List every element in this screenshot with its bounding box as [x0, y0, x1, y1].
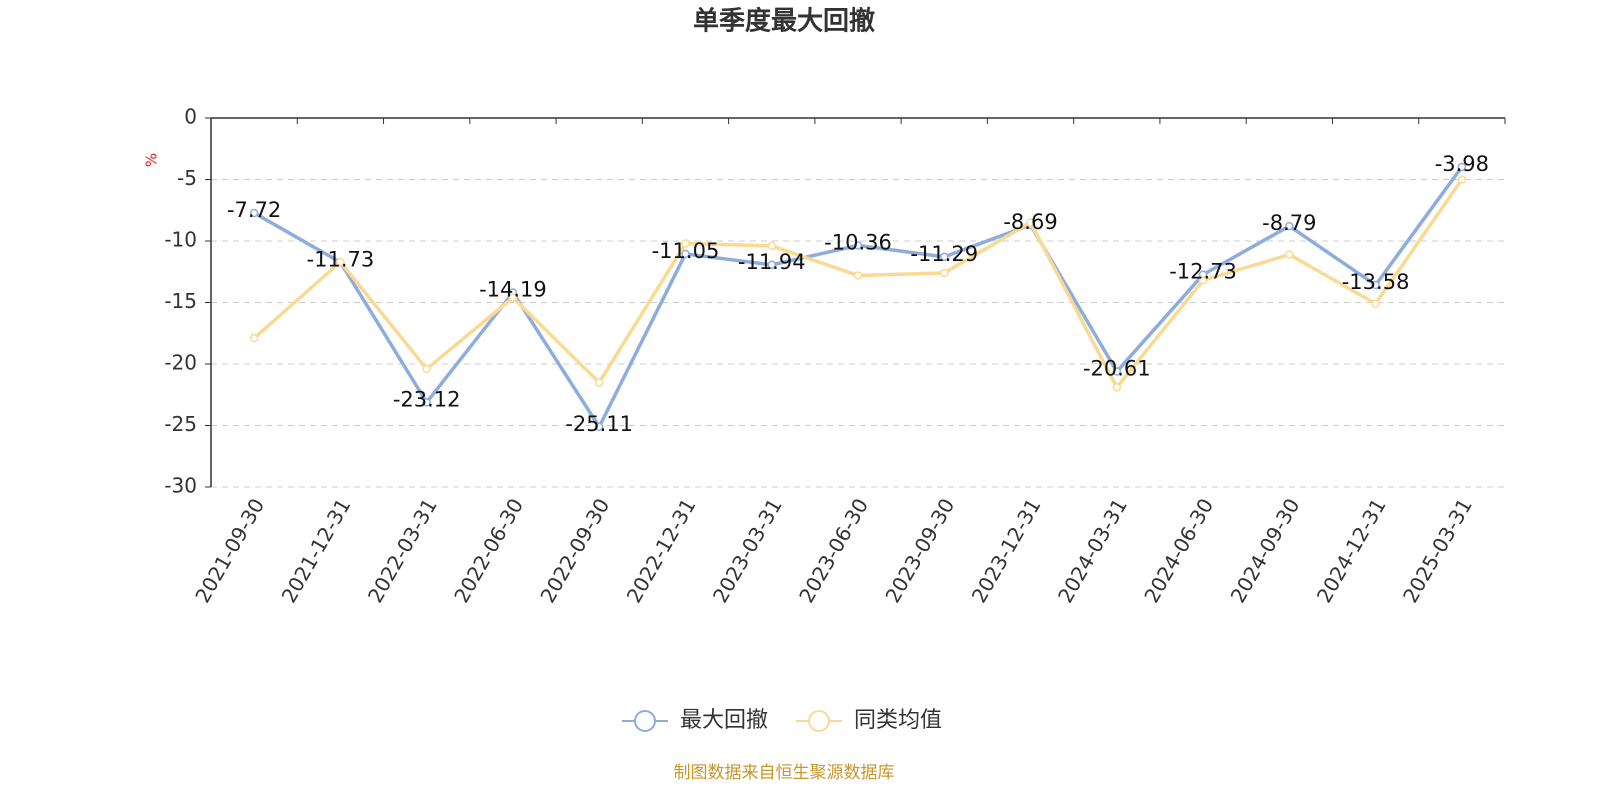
point [1112, 367, 1122, 376]
point [853, 271, 863, 280]
point [767, 260, 776, 270]
legend-marker [634, 710, 656, 732]
y-tick-label: 0 [184, 105, 197, 129]
data-label: -25.11 [565, 412, 633, 436]
point [940, 252, 949, 262]
point [681, 239, 690, 248]
point [508, 293, 518, 302]
point [1457, 162, 1467, 172]
point [594, 422, 604, 432]
x-tick-label: 2022-03-31 [363, 494, 442, 607]
x-tick-label: 2023-06-30 [794, 494, 873, 607]
point [422, 364, 431, 374]
chart-title: 单季度最大回撤 [693, 6, 875, 37]
data-label: -10.36 [824, 230, 892, 254]
point [853, 241, 863, 250]
y-tick-label: -5 [177, 166, 197, 190]
x-tick-label: 2024-12-31 [1312, 494, 1391, 607]
x-tick-label: 2023-03-31 [708, 494, 787, 607]
data-label: -12.73 [1169, 260, 1237, 284]
y-tick-label: -20 [164, 351, 197, 375]
point [249, 333, 259, 343]
data-label: -13.58 [1342, 270, 1410, 294]
point [767, 241, 776, 251]
x-tick-label: 2022-09-30 [535, 494, 614, 607]
source-note: 制图数据来自恒生聚源数据库 [674, 763, 895, 783]
x-tick-label: 2024-03-31 [1053, 494, 1132, 607]
y-axis-label: % [143, 153, 161, 167]
x-tick-label: 2024-09-30 [1226, 494, 1305, 607]
x-tick-label: 2021-12-31 [277, 494, 356, 607]
x-tick-label: 2023-12-31 [967, 494, 1046, 607]
legend-label: 同类均值 [854, 708, 942, 733]
x-tick-label: 2023-09-30 [880, 494, 959, 607]
point [1371, 280, 1380, 290]
data-label: -11.29 [910, 242, 978, 266]
data-label: -11.05 [652, 239, 720, 263]
legend-marker [808, 710, 830, 732]
data-label: -8.69 [1003, 210, 1057, 234]
data-label: -11.73 [307, 247, 375, 271]
y-tick-label: -15 [164, 289, 197, 313]
data-label: -14.19 [479, 278, 547, 302]
y-tick-label: -25 [164, 412, 197, 436]
x-tick-label: 2022-12-31 [622, 494, 701, 607]
data-label: -7.72 [227, 198, 281, 222]
point [1198, 276, 1208, 285]
data-label: -23.12 [393, 387, 461, 411]
data-label: -20.61 [1083, 357, 1151, 381]
point [1285, 221, 1294, 231]
point [681, 249, 690, 259]
point [1457, 175, 1467, 184]
data-label: -3.98 [1435, 152, 1489, 176]
point [940, 268, 949, 278]
point [422, 398, 431, 407]
data-label: -8.79 [1262, 211, 1316, 235]
x-tick-label: 2024-06-30 [1139, 494, 1218, 607]
point [1371, 299, 1380, 308]
y-tick-label: -10 [164, 228, 197, 252]
x-tick-label: 2025-03-31 [1398, 494, 1477, 607]
point [336, 257, 345, 267]
x-tick-label: 2021-09-30 [190, 494, 269, 607]
y-tick-label: -30 [164, 474, 197, 498]
x-tick-label: 2022-06-30 [449, 494, 528, 607]
point [1112, 383, 1122, 392]
point [594, 378, 604, 387]
point [249, 208, 259, 218]
data-label: -11.94 [738, 250, 806, 274]
legend-label: 最大回撤 [680, 708, 768, 733]
point [1285, 250, 1294, 259]
point [1026, 218, 1035, 227]
